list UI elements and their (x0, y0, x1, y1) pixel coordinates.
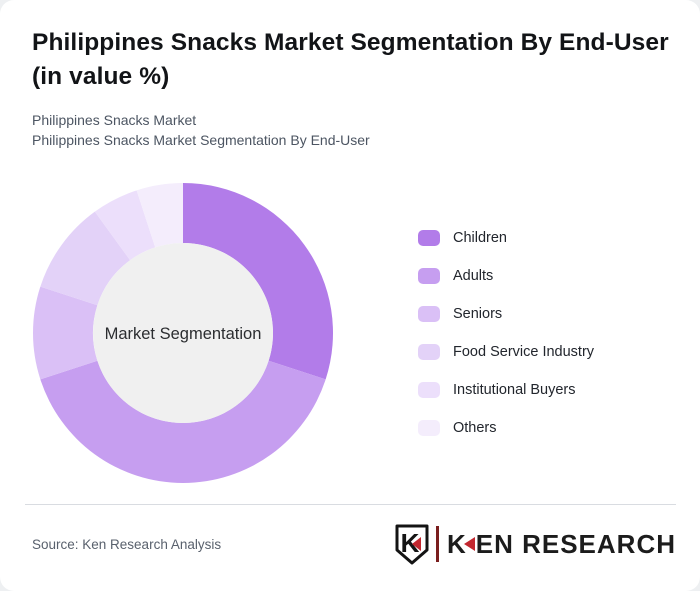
donut-hole (93, 243, 273, 423)
logo-red-triangle-icon (463, 537, 475, 551)
logo-text: EN RESEARCH (475, 528, 676, 559)
donut-slice-children[interactable] (183, 183, 333, 380)
legend-swatch-icon (418, 230, 440, 246)
legend-item-food-service-industry[interactable]: Food Service Industry (418, 344, 594, 360)
legend-swatch-icon (418, 420, 440, 436)
donut-slice-food-service-industry[interactable] (40, 211, 131, 306)
donut-slice-seniors[interactable] (33, 286, 98, 380)
donut-chart: Market Segmentation (33, 183, 333, 483)
chart-subtitle: Philippines Snacks Market Philippines Sn… (32, 110, 672, 150)
source-note: Source: Ken Research Analysis (32, 537, 222, 552)
subtitle-line-1: Philippines Snacks Market (32, 112, 197, 128)
legend-swatch-icon (418, 306, 440, 322)
legend-item-others[interactable]: Others (418, 420, 594, 436)
donut-center-label: Market Segmentation (105, 325, 262, 343)
donut-svg: Market Segmentation (33, 183, 333, 483)
donut-slice-others[interactable] (136, 183, 183, 248)
legend-item-seniors[interactable]: Seniors (418, 306, 594, 322)
legend-item-adults[interactable]: Adults (418, 268, 594, 284)
logo-wordmark: K EN RESEARCH (447, 529, 676, 560)
legend-label: Adults (453, 268, 494, 284)
legend-label: Seniors (453, 306, 503, 322)
chart-legend: Children Adults Seniors Food Service Indust… (418, 230, 594, 458)
legend-item-children[interactable]: Children (418, 230, 594, 246)
legend-label: Children (453, 230, 507, 246)
legend-label: Food Service Industry (453, 344, 595, 360)
legend-swatch-icon (418, 344, 440, 360)
page-title: Philippines Snacks Market Segmentation B… (32, 29, 669, 90)
footer-divider (25, 504, 676, 505)
subtitle-line-2: Philippines Snacks Market Segmentation B… (32, 132, 370, 148)
legend-label: Others (453, 420, 497, 436)
legend-swatch-icon (418, 268, 440, 284)
legend-label: Institutional Buyers (453, 382, 576, 398)
logo-divider-bar (435, 526, 439, 562)
donut-slice-adults[interactable] (40, 360, 326, 483)
logo-letter-k: K (446, 528, 467, 559)
donut-slice-institutional-buyers[interactable] (94, 190, 156, 261)
ken-research-logo: K K EN RESEARCH (394, 522, 676, 566)
legend-swatch-icon (418, 382, 440, 398)
legend-item-institutional-buyers[interactable]: Institutional Buyers (418, 382, 594, 398)
svg-text:K: K (401, 528, 420, 558)
ken-research-shield-icon: K (395, 524, 429, 565)
